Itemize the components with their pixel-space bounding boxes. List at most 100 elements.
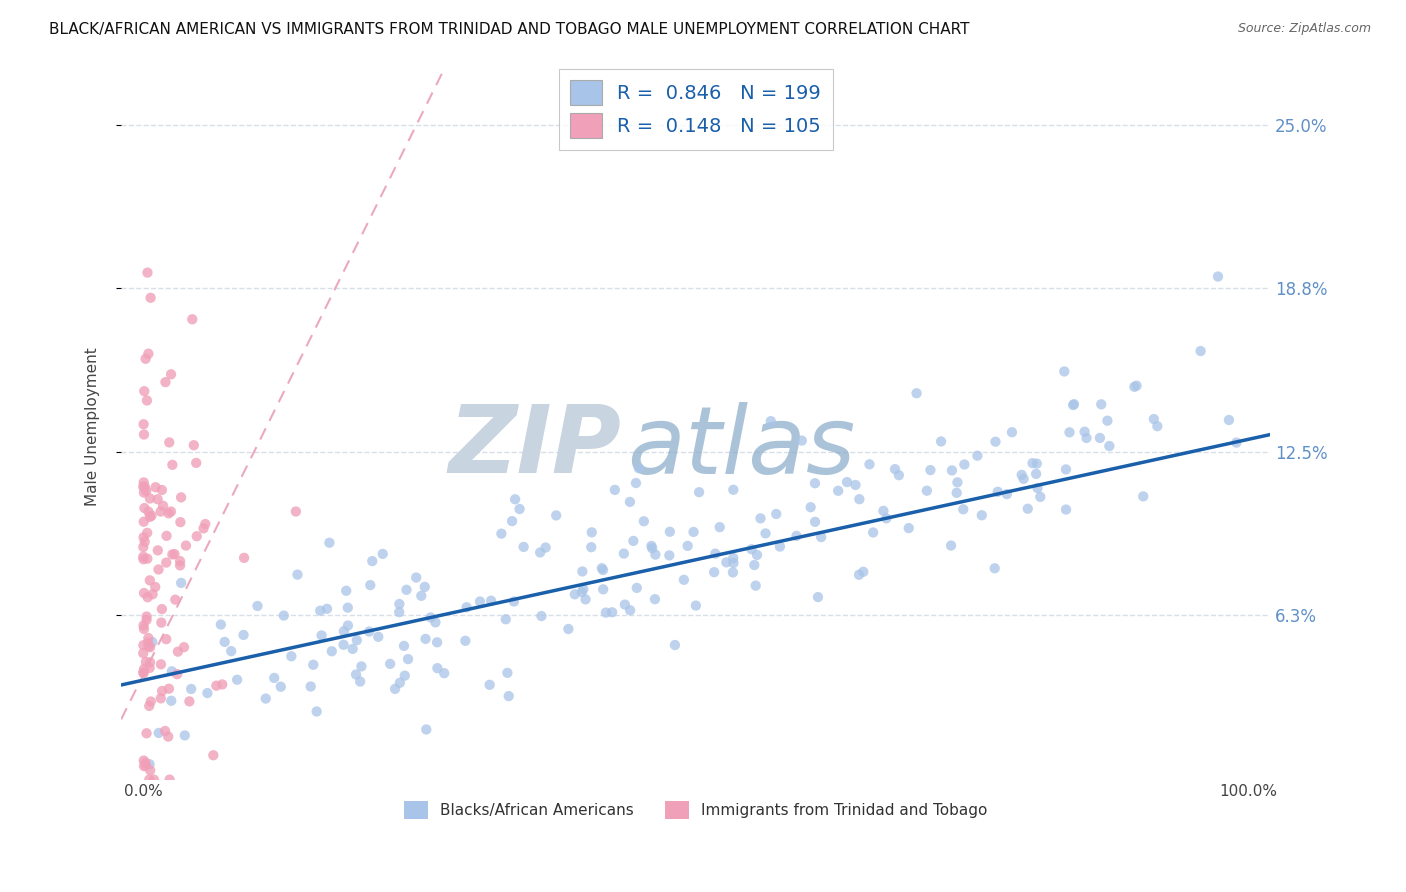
- Point: [1001, 425, 1024, 440]
- Point: [1054, 462, 1077, 476]
- Point: [1206, 269, 1229, 284]
- Point: [682, 524, 704, 539]
- Point: [1059, 425, 1081, 440]
- Point: [346, 633, 368, 648]
- Point: [530, 609, 553, 624]
- Point: [167, 645, 190, 659]
- Point: [581, 525, 603, 540]
- Point: [426, 635, 449, 649]
- Point: [179, 694, 201, 708]
- Point: [676, 539, 699, 553]
- Point: [415, 723, 437, 737]
- Point: [139, 694, 162, 708]
- Point: [456, 600, 478, 615]
- Point: [132, 480, 155, 494]
- Point: [591, 561, 613, 575]
- Point: [835, 475, 858, 489]
- Point: [367, 630, 389, 644]
- Point: [132, 622, 155, 636]
- Point: [359, 578, 381, 592]
- Point: [388, 597, 411, 611]
- Point: [169, 554, 191, 568]
- Point: [155, 375, 177, 389]
- Point: [160, 504, 183, 518]
- Point: [1218, 413, 1240, 427]
- Point: [495, 612, 517, 626]
- Point: [564, 587, 586, 601]
- Point: [759, 414, 782, 428]
- Point: [723, 551, 745, 566]
- Point: [745, 548, 768, 562]
- Point: [232, 628, 254, 642]
- Point: [160, 665, 183, 679]
- Point: [152, 499, 174, 513]
- Point: [633, 514, 655, 528]
- Point: [987, 484, 1010, 499]
- Point: [138, 772, 160, 787]
- Point: [744, 579, 766, 593]
- Point: [709, 520, 731, 534]
- Point: [299, 680, 322, 694]
- Point: [929, 434, 952, 449]
- Point: [165, 592, 187, 607]
- Point: [162, 548, 184, 562]
- Point: [270, 680, 292, 694]
- Point: [621, 533, 644, 548]
- Point: [132, 618, 155, 632]
- Point: [141, 508, 163, 523]
- Point: [501, 514, 523, 528]
- Point: [132, 427, 155, 442]
- Point: [995, 487, 1018, 501]
- Point: [332, 638, 354, 652]
- Point: [226, 673, 249, 687]
- Point: [150, 602, 173, 616]
- Point: [425, 615, 447, 630]
- Point: [872, 504, 894, 518]
- Point: [613, 547, 636, 561]
- Point: [1125, 378, 1147, 392]
- Point: [454, 633, 477, 648]
- Point: [132, 549, 155, 564]
- Point: [503, 492, 526, 507]
- Point: [426, 661, 449, 675]
- Point: [941, 463, 963, 477]
- Point: [1017, 501, 1039, 516]
- Point: [983, 561, 1005, 575]
- Point: [396, 652, 419, 666]
- Point: [157, 435, 180, 450]
- Point: [170, 491, 193, 505]
- Point: [173, 640, 195, 655]
- Point: [135, 726, 157, 740]
- Point: [150, 684, 173, 698]
- Point: [807, 590, 830, 604]
- Point: [139, 574, 162, 588]
- Point: [1063, 397, 1085, 411]
- Point: [181, 312, 204, 326]
- Point: [613, 598, 636, 612]
- Point: [132, 475, 155, 490]
- Point: [804, 515, 827, 529]
- Point: [920, 463, 942, 477]
- Point: [132, 586, 155, 600]
- Point: [146, 543, 169, 558]
- Point: [603, 483, 626, 497]
- Point: [1097, 414, 1119, 428]
- Point: [626, 581, 648, 595]
- Point: [136, 525, 159, 540]
- Point: [149, 504, 172, 518]
- Point: [790, 434, 813, 448]
- Point: [160, 368, 183, 382]
- Point: [939, 539, 962, 553]
- Point: [132, 665, 155, 680]
- Point: [150, 483, 173, 497]
- Point: [139, 640, 162, 655]
- Point: [413, 580, 436, 594]
- Point: [884, 462, 907, 476]
- Point: [139, 291, 162, 305]
- Point: [135, 758, 157, 772]
- Point: [800, 500, 823, 515]
- Point: [641, 541, 664, 556]
- Point: [897, 521, 920, 535]
- Point: [336, 618, 359, 632]
- Point: [704, 547, 727, 561]
